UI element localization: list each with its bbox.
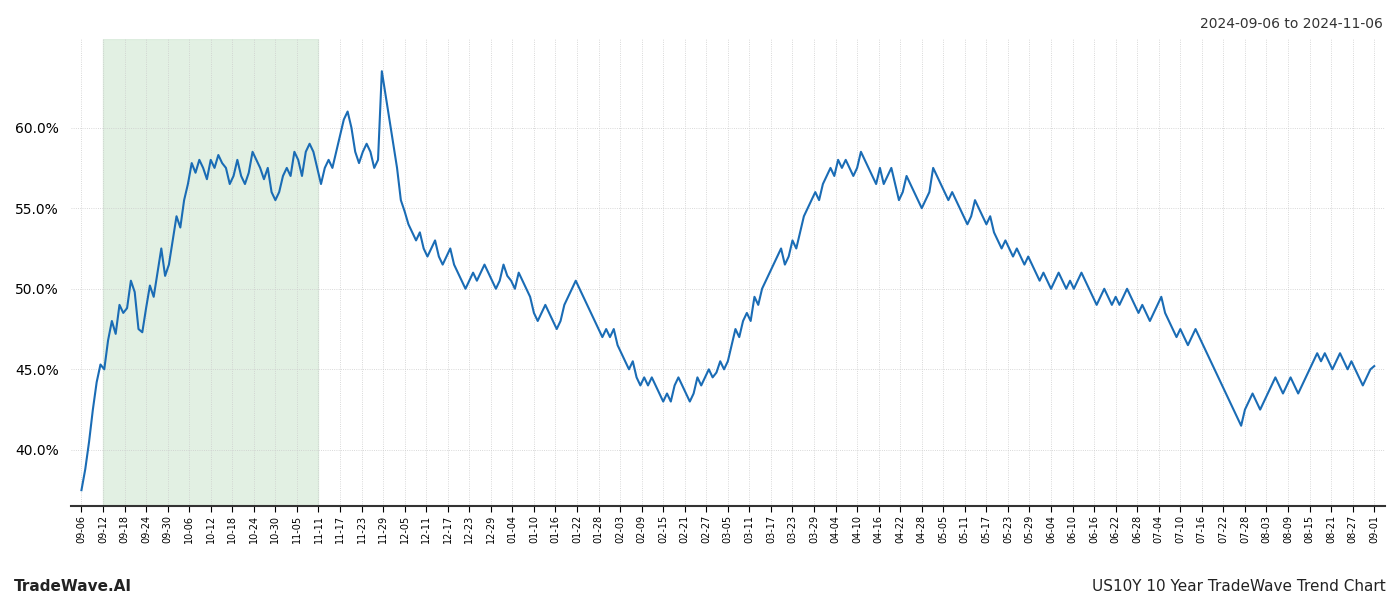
Text: US10Y 10 Year TradeWave Trend Chart: US10Y 10 Year TradeWave Trend Chart [1092,579,1386,594]
Text: 2024-09-06 to 2024-11-06: 2024-09-06 to 2024-11-06 [1200,17,1383,31]
Bar [104,39,318,506]
Text: TradeWave.AI: TradeWave.AI [14,579,132,594]
